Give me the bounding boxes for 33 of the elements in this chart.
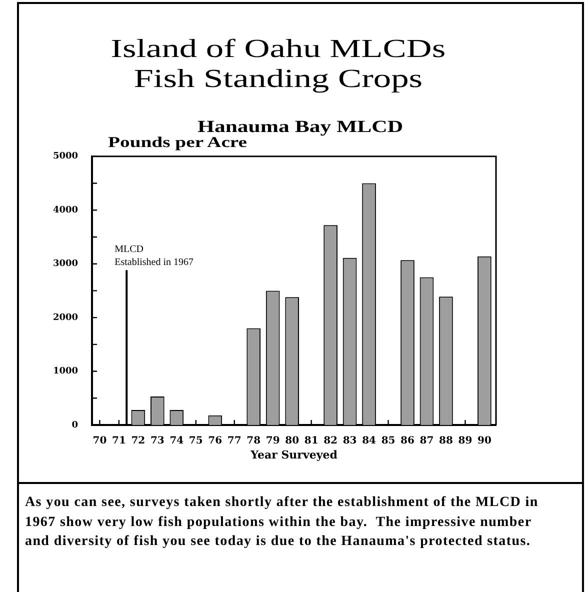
x-tick-label: 72 — [131, 436, 146, 447]
y-tick-label: 5000 — [52, 152, 78, 162]
x-tick-label: 84 — [362, 436, 376, 447]
x-tick-label: 90 — [477, 436, 492, 447]
x-tick-label: 81 — [304, 436, 318, 447]
y-tick-label: 0 — [72, 420, 78, 430]
x-tick-label: 85 — [381, 436, 396, 447]
ref-line-label: MLCD Established in 1967 — [114, 244, 194, 268]
y-tick-label: 4000 — [52, 205, 78, 216]
x-tick-label: 80 — [285, 436, 300, 447]
x-tick-label: 78 — [246, 436, 261, 447]
chart-subtitle: Hanauma Bay MLCD — [197, 117, 403, 136]
chart-title: Island of Oahu MLCDs Fish Standing Crops — [110, 34, 446, 94]
x-tick-label: 75 — [188, 436, 203, 447]
x-tick-label: 82 — [324, 436, 338, 447]
y-tick-label: 2000 — [52, 312, 78, 323]
x-tick-label: 86 — [400, 436, 414, 447]
x-tick-label: 77 — [227, 436, 242, 447]
x-tick-label: 83 — [342, 436, 357, 447]
x-tick-label: 73 — [150, 436, 164, 447]
y-axis-title: Pounds per Acre — [108, 135, 248, 152]
x-tick-label: 88 — [439, 436, 453, 447]
x-tick-label: 70 — [92, 436, 107, 447]
y-tick-label: 3000 — [52, 259, 78, 270]
x-tick-label: 71 — [112, 436, 126, 447]
x-tick-label: 79 — [266, 436, 280, 447]
x-axis-title: Year Surveyed — [250, 448, 338, 462]
x-tick-label: 76 — [208, 436, 222, 447]
x-tick-label: 89 — [458, 436, 472, 447]
text: As you can see, surveys taken shortly after the establishment of the MLCD in 1967 show very low fish populations within the bay. The impressive number and diversity of fish you see today is due to the Hanauma's protected status. — [25, 494, 540, 551]
x-tick-label: 74 — [170, 436, 184, 447]
x-tick-label: 87 — [420, 436, 434, 447]
y-tick-label: 1000 — [52, 366, 78, 377]
